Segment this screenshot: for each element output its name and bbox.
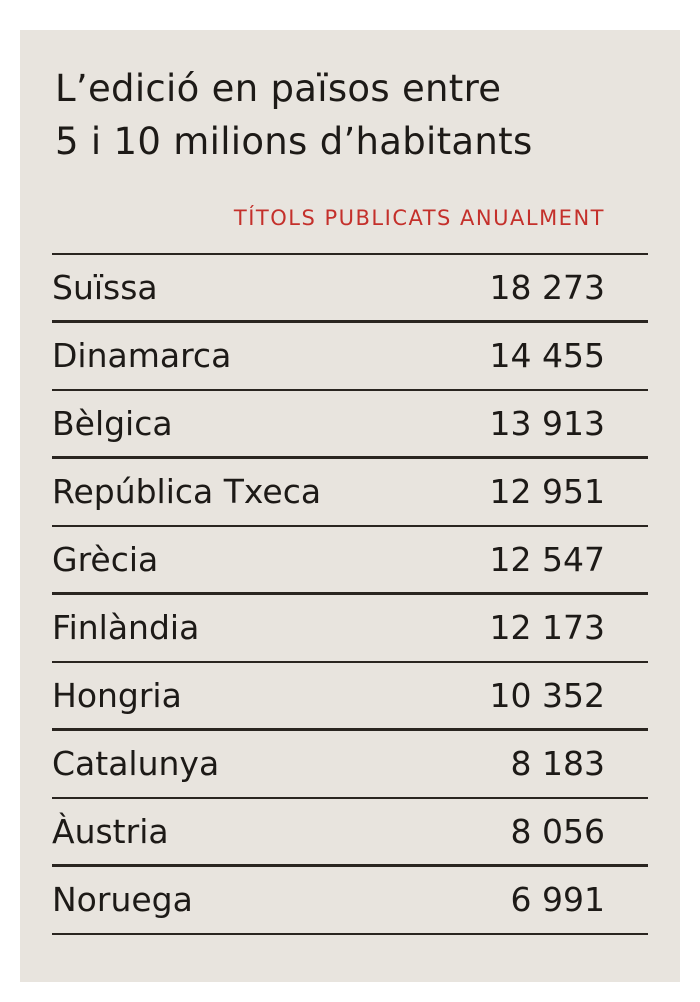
table-row: Bèlgica 13 913 [52, 391, 648, 459]
country: Finlàndia [52, 608, 200, 647]
titles-count: 12 951 [489, 472, 605, 511]
title-line: 5 i 10 milions d’habitants [55, 120, 533, 163]
table-row: Dinamarca 14 455 [52, 323, 648, 391]
table-row: Àustria 8 056 [52, 799, 648, 867]
titles-count: 18 273 [489, 268, 605, 307]
titles-count: 8 056 [510, 812, 605, 851]
table: Suïssa 18 273 Dinamarca 14 455 Bèlgica 13 913… [52, 253, 648, 935]
country: Suïssa [52, 268, 158, 307]
table-row: Noruega 6 991 [52, 867, 648, 935]
table-row: Catalunya 8 183 [52, 731, 648, 799]
country: Catalunya [52, 744, 220, 783]
country: Bèlgica [52, 404, 173, 443]
title-line: L’edició en països entre [55, 67, 502, 110]
titles-count: 14 455 [489, 336, 605, 375]
country: Grècia [52, 540, 159, 579]
table-row: República Txeca 12 951 [52, 459, 648, 527]
country: Noruega [52, 880, 193, 919]
titles-count: 10 352 [489, 676, 605, 715]
column-label: TÍTOLS PUBLICATS ANUALMENT [233, 206, 605, 230]
table-row: Grècia 12 547 [52, 527, 648, 595]
titles-count: 12 173 [489, 608, 605, 647]
titles-count: 13 913 [489, 404, 605, 443]
country: República Txeca [52, 472, 322, 511]
table-row: Suïssa 18 273 [52, 255, 648, 323]
panel: L’edició en països entre 5 i 10 milions … [20, 30, 680, 982]
table-row: Finlàndia 12 173 [52, 595, 648, 663]
titles-count: 6 991 [510, 880, 605, 919]
country: Dinamarca [52, 336, 232, 375]
titles-count: 12 547 [489, 540, 605, 579]
table-row: Hongria 10 352 [52, 663, 648, 731]
country: Hongria [52, 676, 182, 715]
titles-count: 8 183 [510, 744, 605, 783]
country: Àustria [52, 812, 169, 851]
